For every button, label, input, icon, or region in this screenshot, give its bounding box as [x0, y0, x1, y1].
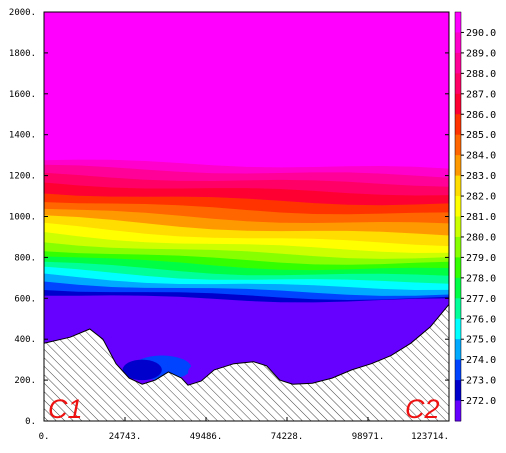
colorbar-label: 277.0: [466, 294, 496, 305]
colorbar-swatch: [455, 216, 461, 238]
corner-label-c1: C1: [48, 394, 83, 424]
y-tick-label: 400.: [14, 335, 36, 345]
colorbar-swatch: [455, 196, 461, 217]
colorbar-swatch: [455, 175, 461, 197]
y-tick-label: 1600.: [9, 90, 36, 100]
cold-pocket-2: [266, 361, 346, 383]
colorbar-label: 283.0: [466, 171, 496, 182]
colorbar-label: 290.0: [466, 28, 496, 39]
terrain-surface: [44, 303, 449, 421]
colorbar-swatch: [455, 155, 461, 177]
y-tick-label: 1200.: [9, 172, 36, 182]
x-tick-label: 123714.: [411, 432, 449, 442]
corner-label-c2: C2: [405, 394, 440, 424]
y-tick-label: 200.: [14, 376, 36, 386]
colorbar-swatch: [455, 236, 461, 258]
colorbar-label: 275.0: [466, 335, 496, 346]
colorbar-label: 289.0: [466, 48, 496, 59]
colorbar-swatch: [455, 400, 461, 422]
x-tick-label: 74228.: [271, 432, 304, 442]
colorbar-label: 281.0: [466, 212, 496, 223]
colorbar-swatch: [455, 380, 461, 402]
y-tick-label: 800.: [14, 253, 36, 263]
x-tick-label: 98971.: [352, 432, 385, 442]
colorbar-swatch: [455, 359, 461, 381]
y-tick-label: 1400.: [9, 131, 36, 141]
colorbar-label: 286.0: [466, 110, 496, 121]
terrain: [44, 303, 449, 421]
colorbar-swatch: [455, 32, 461, 54]
y-tick-label: 1800.: [9, 49, 36, 59]
cold-pocket-3: [122, 359, 162, 381]
colorbar-label: 284.0: [466, 151, 496, 162]
colorbar-swatch: [455, 114, 461, 136]
colorbar-label: 279.0: [466, 253, 496, 264]
colorbar-label: 273.0: [466, 376, 496, 387]
y-tick-label: 600.: [14, 294, 36, 304]
colorbar-label: 276.0: [466, 314, 496, 325]
x-axis: 0. 24743. 49486. 74228. 98971. 123714.: [39, 417, 450, 442]
colorbar-swatch: [455, 298, 461, 320]
colorbar-swatch: [455, 12, 461, 33]
colorbar-swatch: [455, 73, 461, 95]
colorbar-swatch: [455, 339, 461, 361]
x-tick-label: 0.: [39, 432, 50, 442]
colorbar-label: 287.0: [466, 89, 496, 100]
colorbar-swatch: [455, 93, 461, 115]
colorbar-label: 288.0: [466, 69, 496, 80]
colorbar-swatch: [455, 257, 461, 279]
colorbar: 290.0 289.0 288.0 287.0 286.0 285.0 284.0 283.0…: [454, 11, 496, 422]
colorbar-label: 282.0: [466, 192, 496, 203]
x-tick-label: 24743.: [109, 432, 142, 442]
colorbar-swatch: [455, 52, 461, 74]
colorbar-swatch: [455, 134, 461, 156]
y-axis: 0. 200. 400. 600. 800. 1000. 1200. 1400. 1600. 18…: [9, 8, 449, 427]
x-tick-label: 49486.: [190, 432, 223, 442]
colorbar-label: 285.0: [466, 130, 496, 141]
colorbar-label: 274.0: [466, 355, 496, 366]
y-tick-label: 1000.: [9, 213, 36, 223]
colorbar-label: 272.0: [466, 396, 496, 407]
y-tick-label: 2000.: [9, 8, 36, 18]
colorbar-label: 278.0: [466, 273, 496, 284]
colorbar-swatch: [455, 277, 461, 299]
colorbar-label: 280.0: [466, 232, 496, 243]
colorbar-swatch: [455, 318, 461, 340]
y-tick-label: 0.: [25, 417, 36, 427]
